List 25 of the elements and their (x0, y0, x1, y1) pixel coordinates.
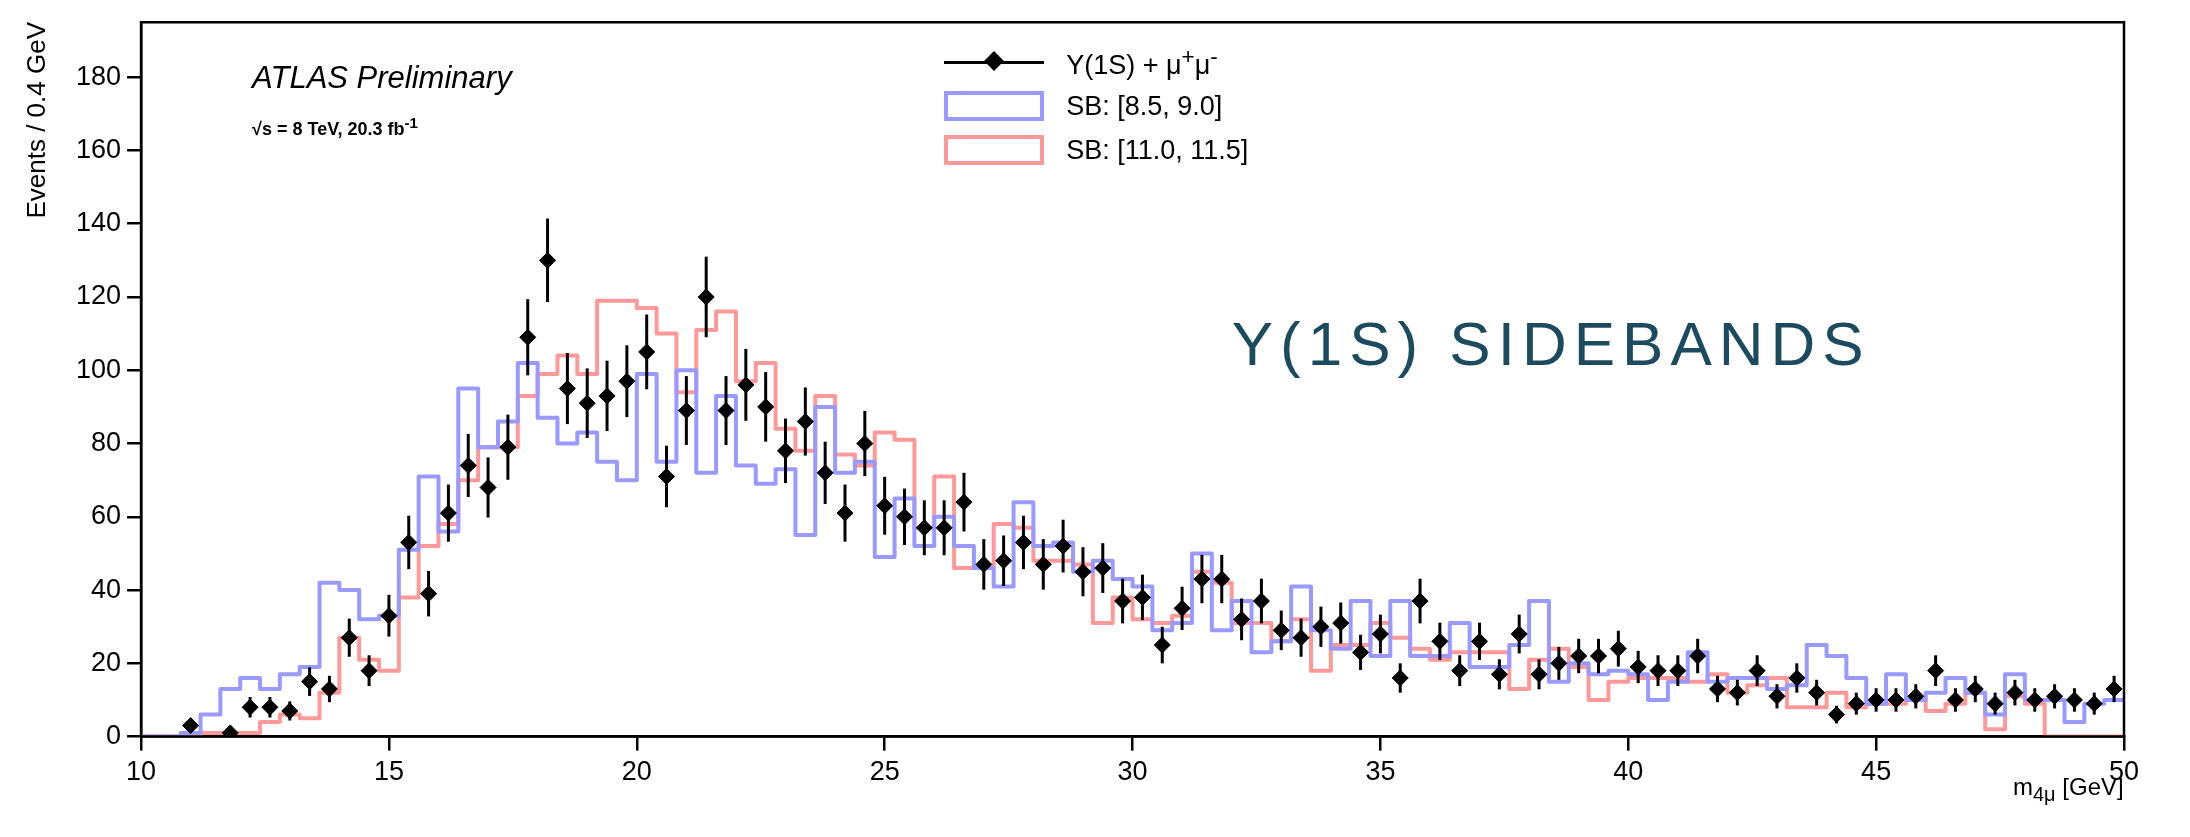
y-tick-label: 100 (75, 353, 122, 384)
x-tick-label: 20 (621, 756, 652, 787)
x-tick-label: 35 (1365, 756, 1396, 787)
annotation: ATLAS Preliminary (252, 60, 512, 96)
y-tick-label: 60 (91, 500, 122, 531)
y-tick-label: 20 (91, 646, 122, 677)
x-tick-label: 25 (869, 756, 900, 787)
y-tick-label: 0 (106, 720, 122, 751)
legend-label: Υ(1S) + μ$^{+}$μ$^{-}$ (1066, 43, 1218, 81)
legend-label: SB: [8.5, 9.0] (1066, 90, 1223, 122)
x-tick-label: 30 (1117, 756, 1148, 787)
y-tick-label: 180 (75, 60, 122, 91)
legend-label: SB: [11.0, 11.5] (1066, 134, 1249, 166)
annotation: √s = 8 TeV, 20.3 fb$^{-1}$ (252, 114, 418, 140)
x-tick-label: 45 (1861, 756, 1892, 787)
y-tick-label: 40 (91, 573, 122, 604)
x-tick-label: 15 (373, 756, 404, 787)
x-tick-label: 10 (126, 756, 157, 787)
y-tick-label: 140 (75, 207, 122, 238)
x-tick-label: 40 (1613, 756, 1644, 787)
y-tick-label: 120 (75, 280, 122, 311)
annotation: Υ(1S) SIDEBANDS (1231, 307, 1871, 380)
y-tick-label: 80 (91, 426, 122, 457)
y-axis-title: Events / 0.4 GeV (21, 22, 52, 219)
y-tick-label: 160 (75, 133, 122, 164)
